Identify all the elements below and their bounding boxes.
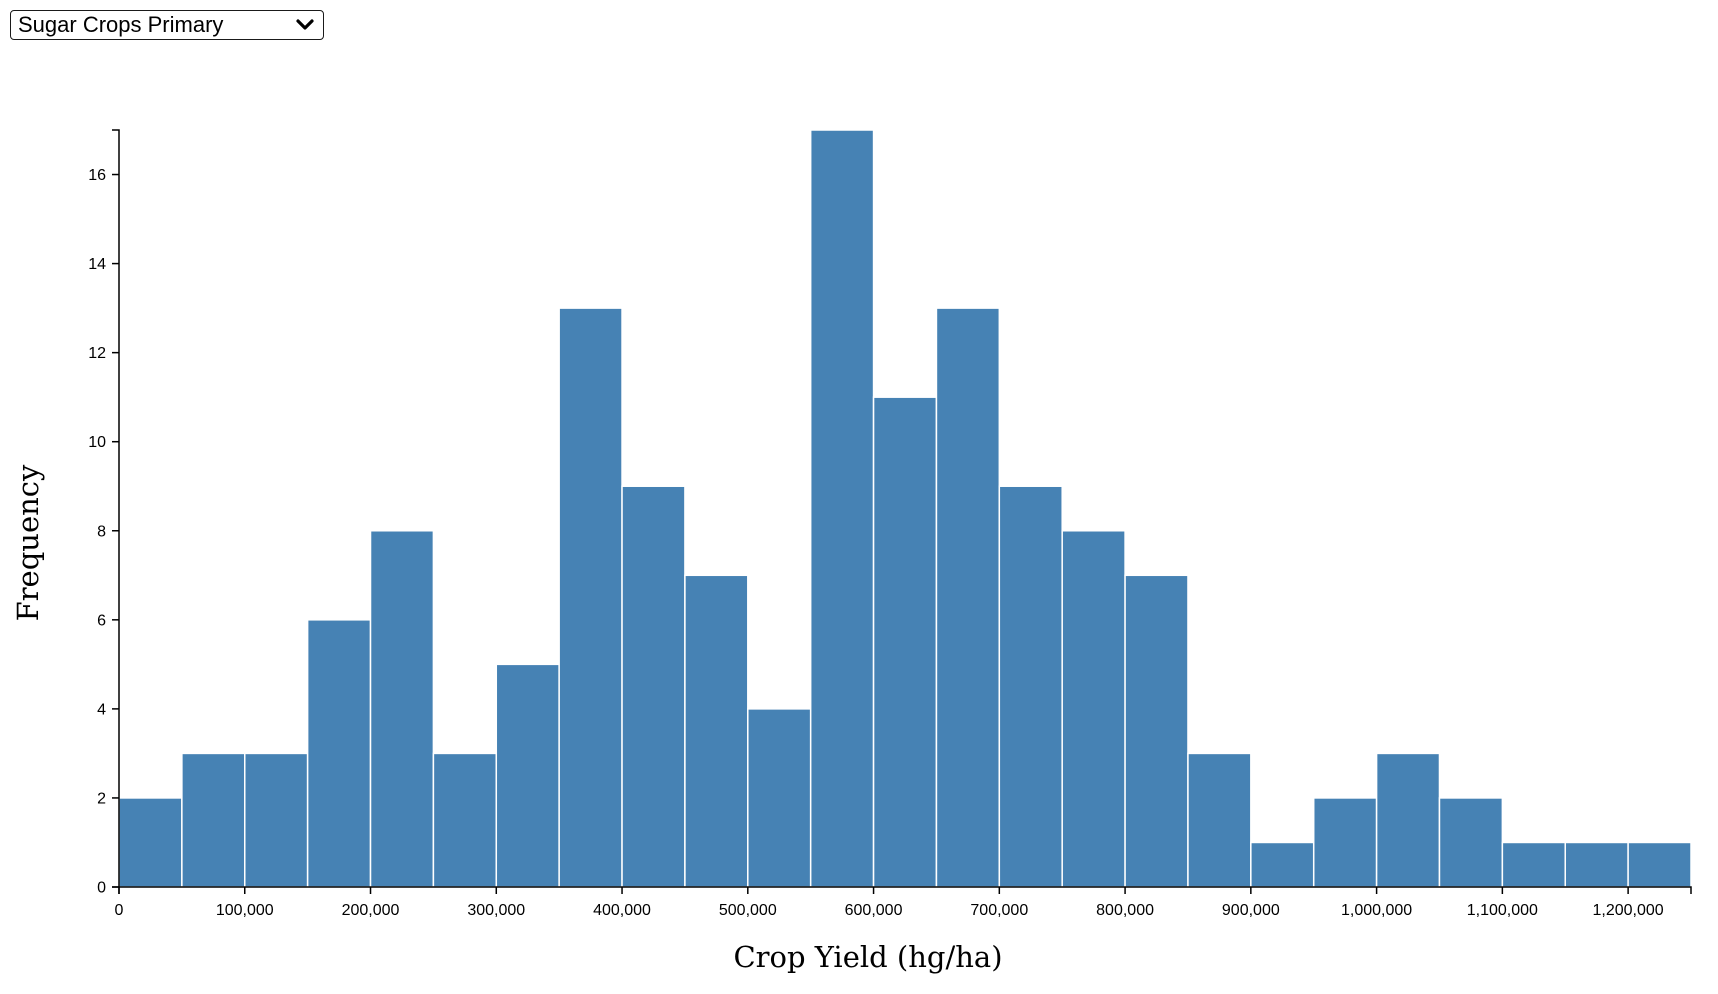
histogram-bar-13 — [935, 307, 1001, 888]
x-axis-line — [118, 886, 1692, 894]
histogram-bar-10 — [747, 708, 812, 888]
y-tick-label: 6 — [97, 612, 106, 629]
histogram-bar-8 — [621, 485, 686, 888]
x-tick-label: 1,100,000 — [1467, 902, 1538, 919]
x-tick-label: 900,000 — [1222, 902, 1280, 919]
histogram-bar-0 — [118, 797, 183, 888]
histogram-bar-5 — [432, 752, 498, 888]
y-tick-label: 12 — [88, 345, 106, 362]
y-tick-label: 8 — [97, 523, 106, 540]
chevron-down-icon[interactable] — [291, 11, 319, 39]
histogram-bar-19 — [1312, 797, 1378, 888]
y-tick-label: 2 — [97, 790, 106, 807]
histogram-bar-22 — [1501, 841, 1566, 888]
histogram-bar-7 — [558, 307, 623, 888]
y-tick-label: 10 — [88, 434, 106, 451]
crop-category-select-value: Sugar Crops Primary — [18, 12, 224, 37]
x-tick-label: 200,000 — [342, 902, 400, 919]
histogram-bar-2 — [244, 752, 309, 888]
histogram-bar-20 — [1375, 752, 1441, 888]
histogram-bar-4 — [369, 530, 435, 888]
x-tick-label: 700,000 — [970, 902, 1028, 919]
histogram-bar-11 — [809, 129, 875, 888]
y-axis-line — [112, 129, 120, 888]
x-tick-label: 1,000,000 — [1341, 902, 1412, 919]
y-tick-label: 0 — [97, 880, 106, 897]
y-axis-label: Frequency — [11, 464, 45, 621]
y-tick-label: 4 — [97, 701, 106, 718]
x-tick-label: 600,000 — [845, 902, 903, 919]
histogram-bar-15 — [1061, 530, 1126, 888]
histogram-bar-14 — [998, 485, 1063, 888]
histogram-bar-21 — [1438, 797, 1504, 888]
x-tick-label: 400,000 — [593, 902, 651, 919]
y-tick-label: 14 — [88, 256, 106, 273]
histogram-bar-16 — [1124, 574, 1189, 888]
histogram-bar-3 — [306, 619, 372, 888]
histogram-bar-24 — [1627, 841, 1692, 888]
x-tick-label: 500,000 — [719, 902, 777, 919]
x-tick-label: 0 — [115, 902, 124, 919]
histogram-bar-1 — [181, 752, 246, 888]
x-tick-label: 1,200,000 — [1593, 902, 1664, 919]
x-tick-label: 100,000 — [216, 902, 274, 919]
histogram-bar-9 — [684, 574, 749, 888]
crop-category-select[interactable]: Sugar Crops Primary — [10, 10, 324, 40]
histogram-bar-6 — [495, 663, 560, 888]
histogram-bar-23 — [1564, 841, 1629, 888]
histogram-bars — [118, 129, 1692, 888]
histogram-bar-12 — [872, 396, 938, 888]
histogram-bar-17 — [1187, 752, 1252, 888]
histogram-bar-18 — [1250, 841, 1315, 888]
x-axis: 0 100,000 200,000 300,000 400,000 500,000 600,… — [115, 886, 1692, 919]
x-tick-label: 800,000 — [1096, 902, 1154, 919]
y-axis: 0 2 4 6 8 10 12 14 16 — [88, 129, 120, 897]
x-tick-label: 300,000 — [467, 902, 525, 919]
x-axis-label: Crop Yield (hg/ha) — [733, 940, 1002, 974]
y-tick-label: 16 — [88, 167, 106, 184]
